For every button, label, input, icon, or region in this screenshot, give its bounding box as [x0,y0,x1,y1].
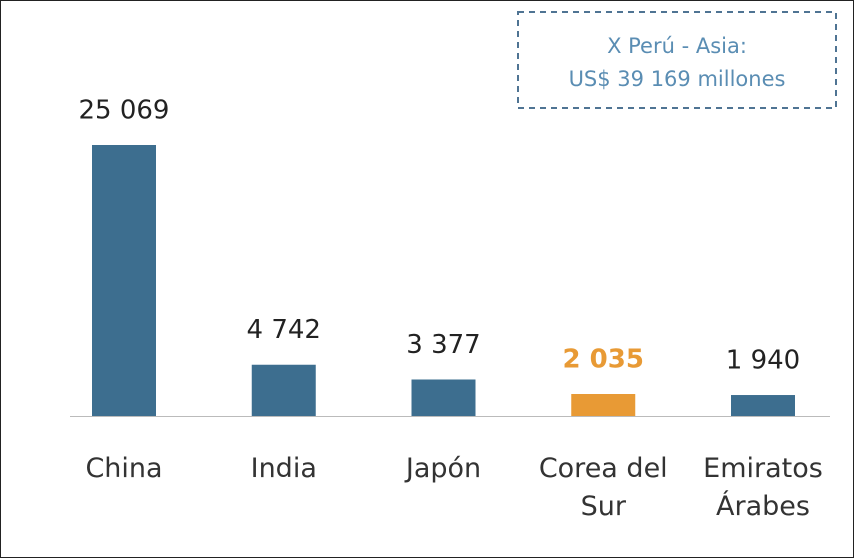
bar [571,394,636,416]
value-label: 3 377 [406,330,480,360]
bar [411,379,476,416]
value-label: 2 035 [563,345,644,375]
annotation: X Perú - Asia: [607,34,747,58]
bar [92,145,156,416]
x-tick-label: Corea del Sur [538,453,668,522]
bar [731,395,795,416]
value-label: 25 069 [79,96,170,126]
x-tick-label: Japón [405,453,482,484]
annotation: US$ 39 169 millones [569,67,786,91]
bar [251,364,316,416]
annotation-box [517,11,837,109]
x-tick-label: India [250,453,317,484]
x-tick-label: China [85,453,163,484]
value-label: 1 940 [726,346,800,376]
value-label: 4 742 [247,315,321,345]
x-tick-label: Emiratos Árabes [703,453,823,522]
